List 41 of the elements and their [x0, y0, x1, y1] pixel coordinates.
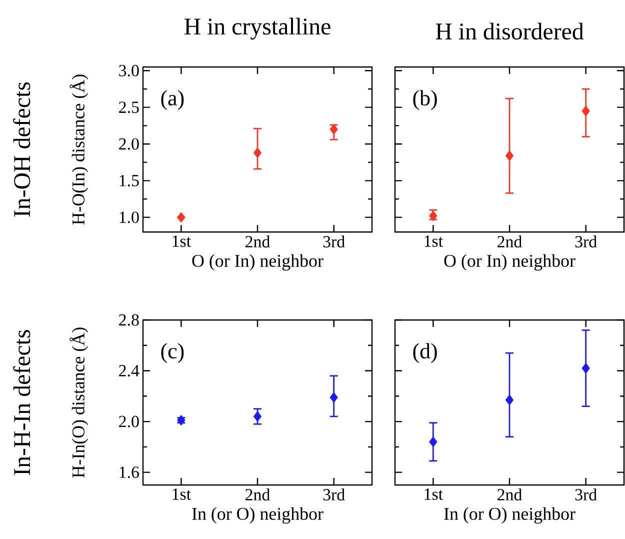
point [330, 124, 338, 134]
y-tick-label: 1.0 [120, 212, 139, 224]
y-tick-label: 3.0 [119, 64, 139, 76]
x-axis-title: In (or O) neighbor [192, 507, 324, 524]
point [177, 212, 186, 222]
annotation: (c) [161, 343, 184, 363]
y-tick-label: 1.6 [120, 466, 139, 478]
x-axis-title: In (or O) neighbor [444, 507, 576, 524]
x-tick-label: 3rd [323, 236, 345, 248]
text: In-H-In defects [13, 330, 30, 475]
x-tick-label: 2nd [246, 488, 270, 500]
x-tick-label: 2nd [498, 236, 522, 248]
x-tick-label: 1st [424, 488, 443, 500]
chart-title: H in crystalline [184, 18, 330, 40]
text: In-OH defects [13, 82, 30, 217]
annotation: (a) [161, 90, 184, 110]
point [330, 392, 338, 403]
x-tick-label: 1st [424, 236, 443, 247]
point [254, 411, 262, 422]
y-tick-label: 1.5 [120, 174, 139, 186]
point [254, 148, 262, 158]
y-tick-label: 2.5 [119, 102, 139, 114]
x-tick-label: 3rd [575, 236, 597, 248]
x-tick-label: 3rd [323, 488, 345, 500]
x-tick-label: 2nd [246, 236, 270, 248]
x-tick-label: 3rd [575, 488, 597, 500]
y-axis-title: H-O(In) distance (Å) [70, 74, 88, 225]
y-tick-label: 2.0 [119, 138, 139, 150]
y-tick-label: 2.8 [119, 314, 139, 326]
x-axis-title: O (or In) neighbor [444, 254, 576, 271]
x-tick-label: 2nd [498, 488, 522, 500]
point [177, 415, 186, 426]
annotation: (d) [413, 343, 437, 363]
x-tick-label: 1st [172, 236, 191, 247]
y-tick-label: 2.4 [119, 365, 140, 376]
x-axis-title: O (or In) neighbor [192, 254, 324, 271]
y-tick-label: 2.0 [119, 416, 139, 428]
x-tick-label: 1st [172, 488, 191, 500]
annotation: (b) [413, 90, 437, 110]
chart-title: H in disordered [436, 22, 584, 40]
y-axis-title: H-In(O) distance (Å) [70, 328, 88, 478]
